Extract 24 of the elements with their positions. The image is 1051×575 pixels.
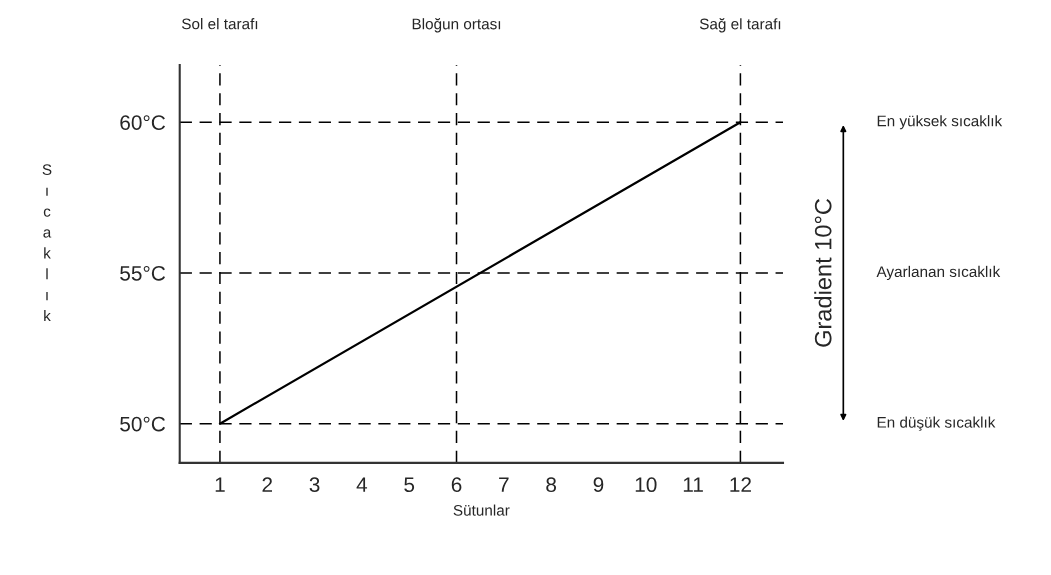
text: Gradient 10°C — [814, 198, 832, 347]
x-axis-title: Sütunlar — [453, 504, 510, 516]
x-tick-label: 6 — [451, 477, 462, 493]
y-axis-title: Sıcaklık — [42, 164, 52, 322]
x-tick-label: 2 — [262, 477, 272, 492]
y-tick-label: 50°C — [120, 416, 166, 432]
x-tick-label: 12 — [730, 477, 751, 492]
ref-line-label: Bloğun ortası — [412, 17, 501, 33]
ref-line-label: Sağ el tarafı — [699, 17, 781, 33]
x-tick-label: 5 — [404, 477, 415, 493]
x-tick-label: 7 — [499, 477, 509, 492]
ref-line-label: Sol el tarafı — [182, 18, 258, 30]
x-tick-label: 11 — [683, 477, 703, 492]
text: En yüksek sıcaklık — [877, 115, 1003, 130]
x-tick-label: 1 — [215, 477, 225, 492]
x-tick-label: 4 — [356, 477, 368, 492]
x-tick-label: 10 — [635, 477, 657, 493]
y-tick-label: 60°C — [120, 115, 166, 130]
y-tick-label: 55°C — [120, 265, 166, 281]
x-tick-label: 9 — [593, 477, 604, 493]
text: En düşük sıcaklık — [877, 416, 996, 431]
x-tick-label: 8 — [546, 477, 557, 493]
text: Ayarlanan sıcaklık — [876, 265, 1001, 281]
x-tick-label: 3 — [309, 477, 320, 493]
